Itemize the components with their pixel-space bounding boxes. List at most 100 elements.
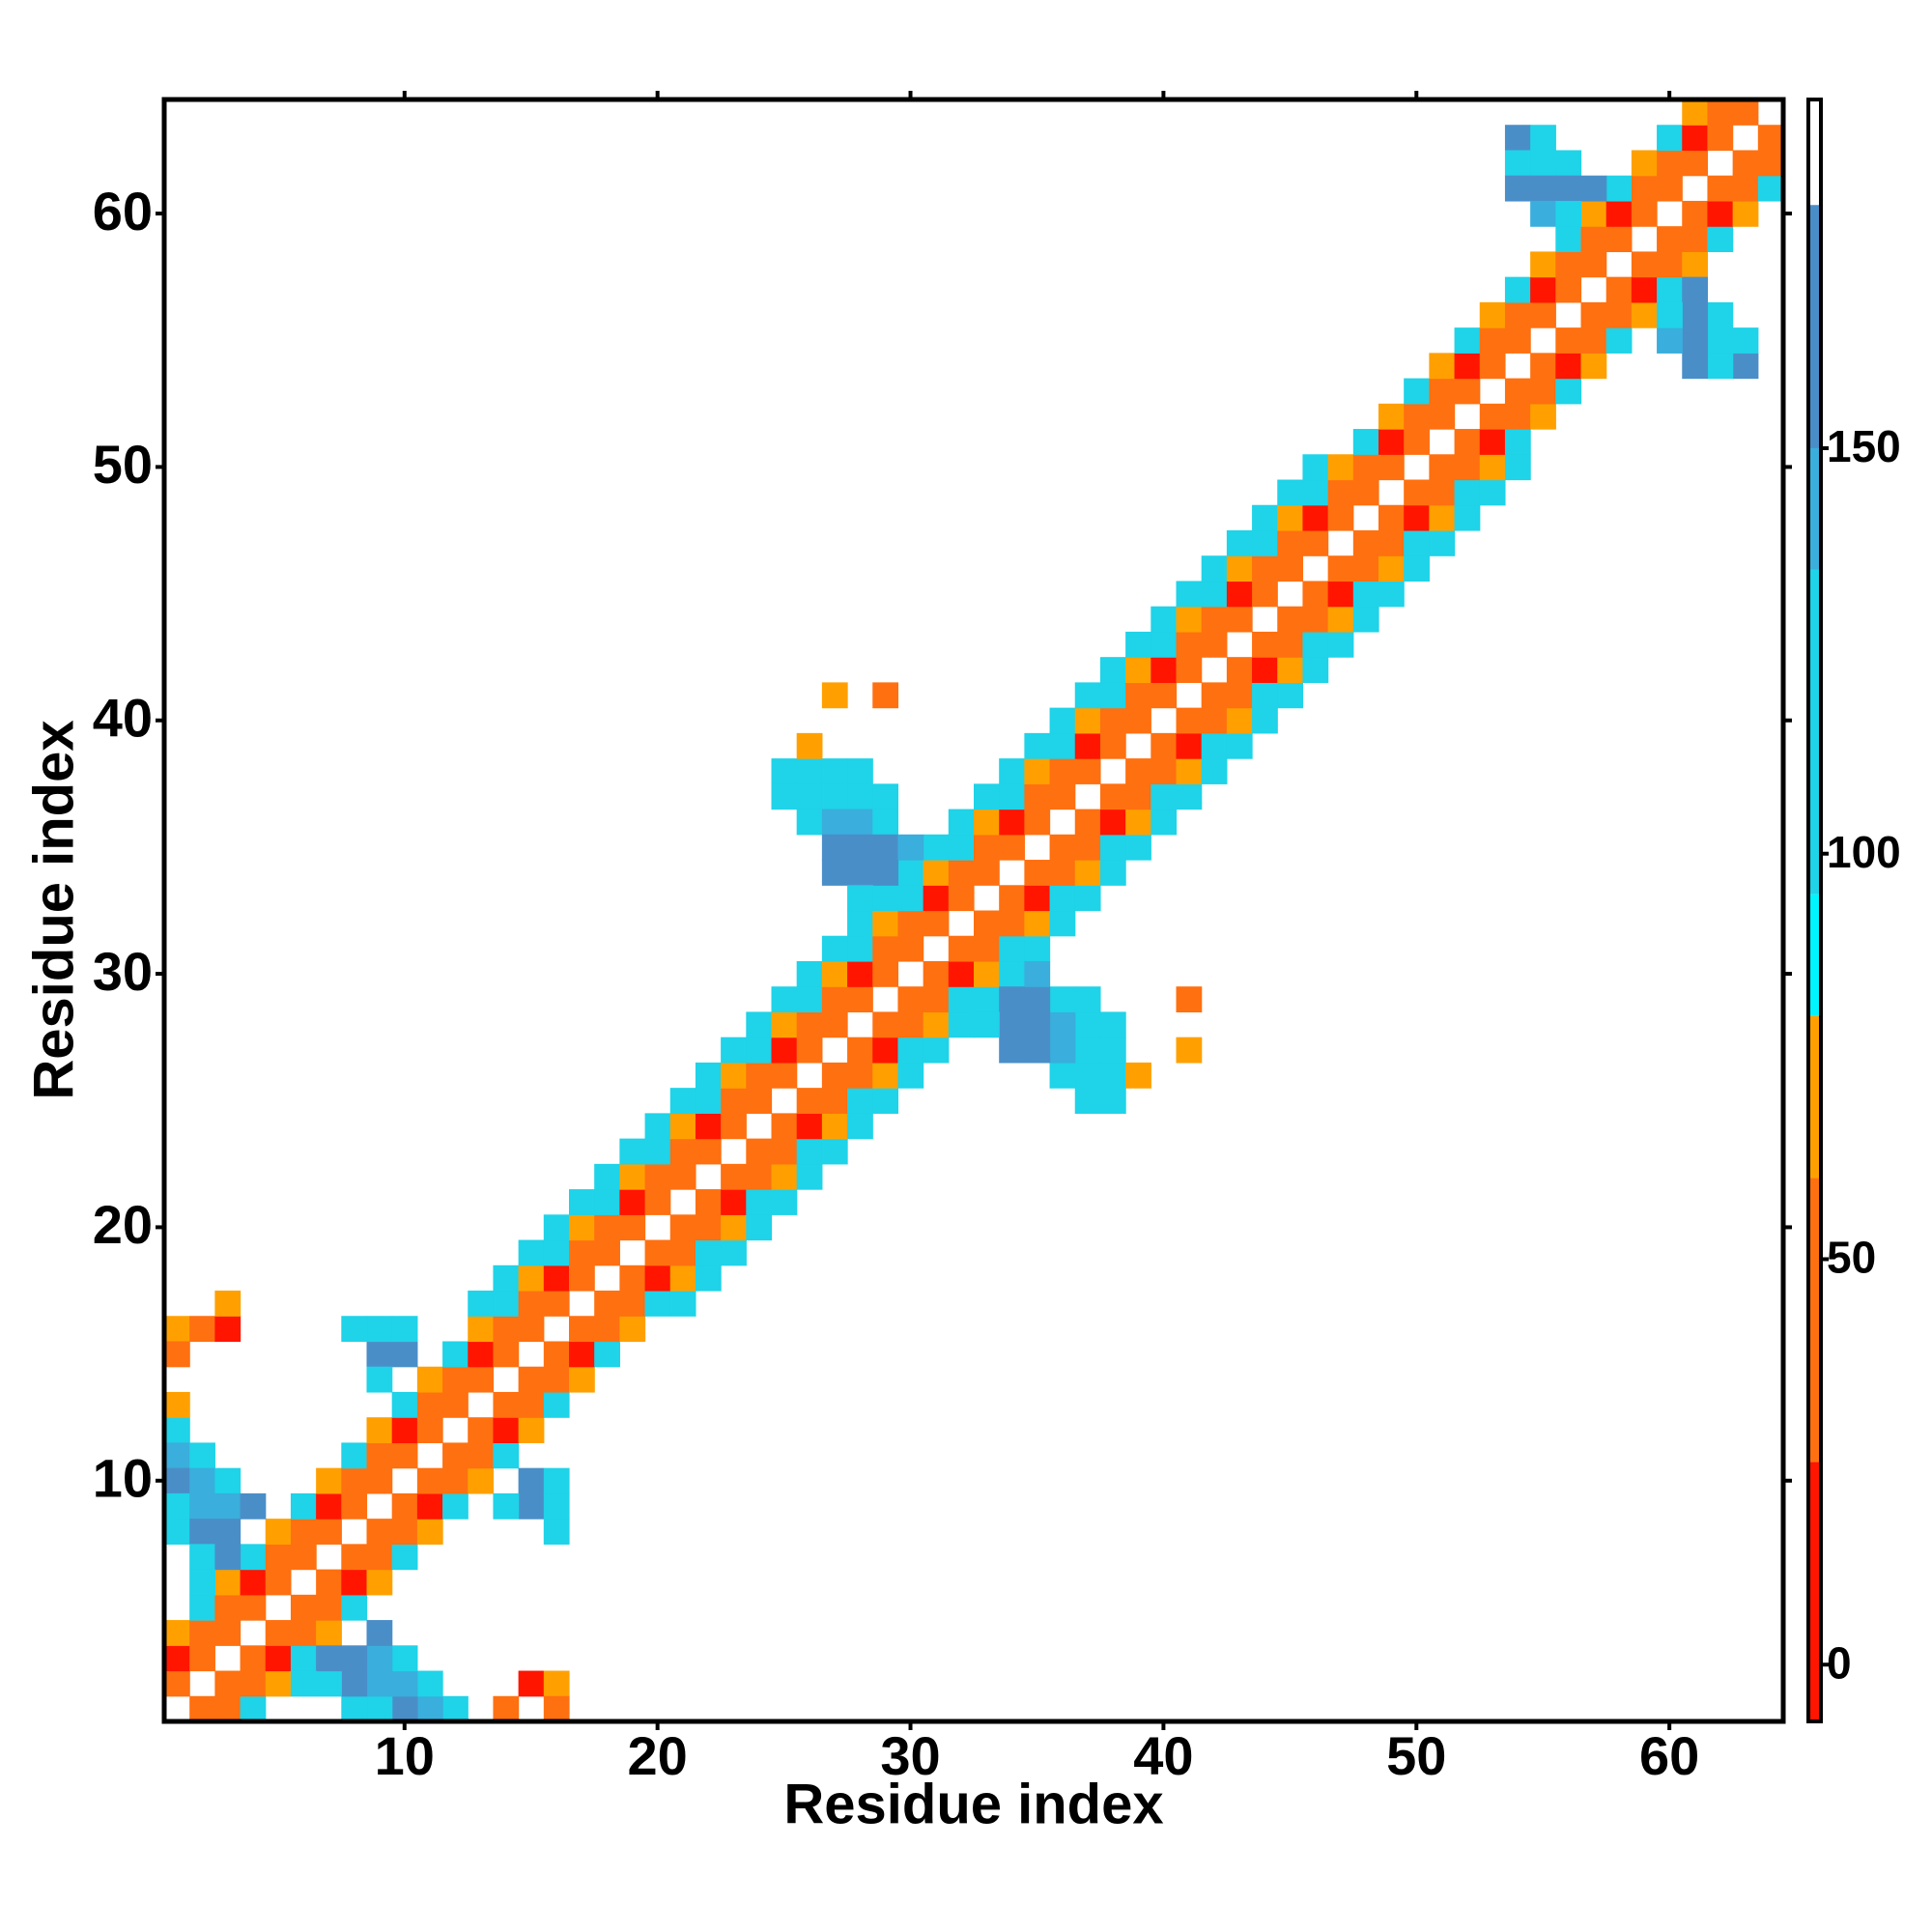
x-tick-label: 60 — [1639, 1725, 1699, 1786]
heatmap-cell — [721, 1239, 747, 1266]
heatmap-cell — [1682, 125, 1709, 152]
heatmap-cell — [1151, 783, 1178, 810]
heatmap-cell — [923, 885, 950, 912]
heatmap-cell — [746, 1037, 773, 1064]
heatmap-cell — [1732, 353, 1759, 380]
heatmap-cell — [1555, 226, 1582, 253]
heatmap-cell — [1201, 606, 1228, 633]
heatmap-cell — [821, 783, 848, 810]
heatmap-cell — [1176, 606, 1203, 633]
heatmap-cell — [669, 1088, 696, 1114]
heatmap-cell — [1707, 99, 1734, 126]
heatmap-cell — [669, 1214, 696, 1241]
heatmap-cell — [493, 1264, 520, 1292]
heatmap-cell — [366, 1670, 393, 1697]
heatmap-cell — [265, 1670, 292, 1697]
heatmap-cell — [518, 1316, 545, 1343]
colorbar-tick-label: 0 — [1827, 1637, 1852, 1688]
heatmap-cell — [1024, 783, 1051, 810]
heatmap-cell — [164, 1341, 190, 1368]
heatmap-cell — [569, 1264, 595, 1292]
heatmap-cell — [366, 1341, 393, 1368]
colorbar-segment — [1808, 1015, 1821, 1179]
heatmap-cell — [366, 1417, 393, 1444]
heatmap-cell — [1429, 378, 1456, 405]
heatmap-cell — [240, 1645, 267, 1672]
heatmap-cell — [1732, 175, 1759, 202]
heatmap-cell — [721, 1088, 747, 1114]
heatmap-cell — [796, 1163, 823, 1190]
heatmap-cell — [1099, 1088, 1126, 1114]
heatmap-cell — [669, 1291, 696, 1317]
heatmap-cell — [1226, 555, 1253, 582]
heatmap-cell — [821, 809, 848, 836]
heatmap-cell — [1530, 353, 1556, 380]
heatmap-cell — [214, 1492, 242, 1520]
heatmap-cell — [695, 1113, 722, 1140]
heatmap-cell — [771, 1189, 798, 1215]
heatmap-cell — [746, 1214, 773, 1241]
heatmap-cell — [391, 1316, 418, 1343]
heatmap-cell — [341, 1695, 368, 1722]
heatmap-cell — [1631, 175, 1658, 202]
heatmap-cell — [1074, 758, 1101, 784]
heatmap-cell — [746, 1062, 773, 1089]
heatmap-cell — [316, 1519, 342, 1545]
heatmap-cell — [290, 1670, 317, 1697]
heatmap-cell — [164, 1417, 190, 1444]
heatmap-cell — [1530, 276, 1556, 303]
heatmap-cell — [1504, 403, 1531, 430]
heatmap-cell — [164, 1391, 190, 1418]
heatmap-cell — [265, 1519, 292, 1545]
heatmap-cell — [821, 1138, 848, 1165]
heatmap-cell — [1252, 657, 1278, 683]
y-tick-label: 60 — [93, 181, 153, 242]
heatmap-cell — [164, 1645, 190, 1672]
heatmap-cell — [1024, 885, 1051, 912]
heatmap-cell — [999, 1011, 1025, 1038]
heatmap-cell — [1605, 276, 1633, 303]
heatmap-cell — [999, 758, 1025, 784]
heatmap-cell — [1352, 454, 1379, 481]
heatmap-cell — [1555, 150, 1582, 177]
heatmap-cell — [821, 860, 848, 886]
heatmap-cell — [290, 1645, 317, 1672]
heatmap-cell — [847, 758, 873, 784]
heatmap-cell — [999, 986, 1025, 1013]
heatmap-cell — [771, 1011, 798, 1038]
heatmap-cell — [948, 986, 975, 1013]
heatmap-cell — [1454, 429, 1481, 455]
heatmap-cell — [164, 1467, 190, 1494]
heatmap-cell — [1302, 631, 1329, 658]
heatmap-cell — [974, 986, 1000, 1013]
heatmap-cell — [872, 834, 899, 861]
heatmap-cell — [796, 732, 823, 759]
heatmap-cell — [619, 1316, 646, 1343]
heatmap-cell — [1530, 125, 1556, 152]
heatmap-cell — [821, 758, 848, 784]
heatmap-cell — [1580, 226, 1607, 253]
heatmap-cell — [543, 1214, 570, 1241]
heatmap-cell — [771, 1113, 798, 1140]
heatmap-cell — [265, 1544, 292, 1571]
heatmap-cell — [366, 1366, 393, 1393]
heatmap-cell — [341, 1467, 368, 1494]
heatmap-cell — [341, 1316, 368, 1343]
heatmap-cell — [164, 1316, 190, 1343]
heatmap-cell — [1327, 631, 1354, 658]
heatmap-cell — [1707, 353, 1734, 380]
heatmap-cell — [1555, 378, 1582, 405]
heatmap-cell — [391, 1670, 418, 1697]
heatmap-cell — [1049, 986, 1076, 1013]
heatmap-cell — [543, 1467, 570, 1494]
heatmap-cell — [493, 1316, 520, 1343]
heatmap-cell — [872, 682, 899, 709]
heatmap-cell — [468, 1442, 495, 1469]
heatmap-cell — [796, 809, 823, 836]
heatmap-cell — [468, 1316, 495, 1343]
heatmap-cell — [1302, 581, 1329, 608]
heatmap-cell — [1252, 631, 1278, 658]
heatmap-cell — [1252, 581, 1278, 608]
heatmap-cell — [214, 1670, 242, 1697]
